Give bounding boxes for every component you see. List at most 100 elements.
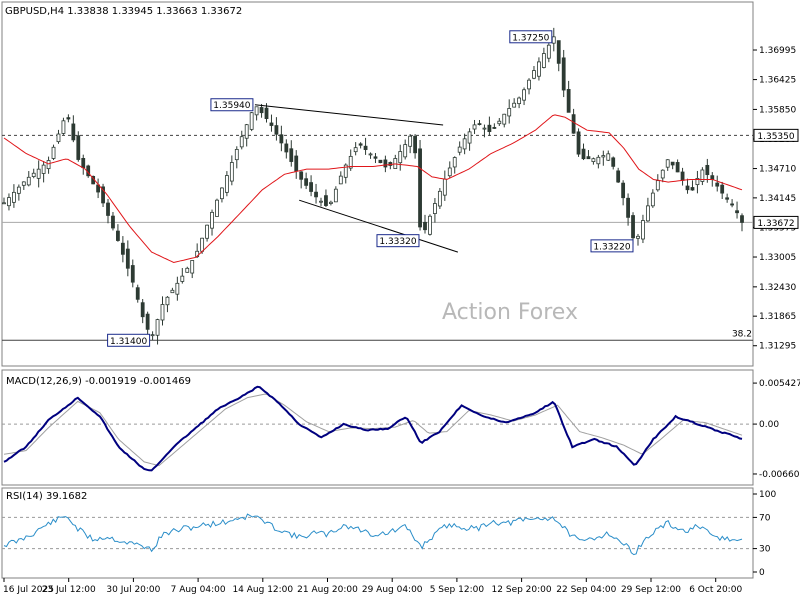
candle-body — [180, 275, 185, 282]
price-panel: 38.21.359401.372501.333201.332201.31400 … — [1, 1, 799, 367]
candle-body — [101, 186, 105, 204]
candle-body — [576, 131, 581, 155]
price-tick-label: 1.32430 — [759, 283, 796, 293]
candle-body — [398, 151, 403, 164]
candle-body — [304, 178, 309, 186]
candle-body — [492, 127, 497, 129]
candle-body — [140, 302, 145, 318]
macd-tick-label: 0.005427 — [759, 379, 800, 389]
candle-body — [680, 171, 685, 181]
candle-body — [120, 242, 125, 255]
price-annotation-box — [107, 333, 151, 347]
candle-body — [586, 156, 591, 160]
candle-body — [616, 170, 621, 183]
time-tick-label: 12 Sep 20:00 — [492, 585, 552, 595]
candle-body — [408, 135, 413, 147]
candle-body — [720, 184, 725, 194]
candle-body — [41, 164, 46, 174]
price-tick-label: 1.35850 — [759, 105, 796, 115]
fib-level-label: 38.2 — [732, 329, 752, 339]
candle-body — [626, 197, 630, 218]
moving-average-line — [3, 114, 743, 264]
candle-body — [348, 155, 353, 169]
candle-body — [418, 148, 422, 228]
trendline — [299, 199, 459, 253]
candle-body — [665, 159, 670, 168]
candle-body — [378, 159, 383, 164]
candle-body — [437, 190, 442, 207]
candle-body — [205, 224, 209, 239]
candle-body — [690, 187, 695, 191]
candle-body — [71, 123, 76, 141]
time-tick-label: 14 Aug 12:00 — [232, 585, 293, 595]
price-tick-label: 1.31295 — [759, 342, 796, 352]
price-tick-label: 1.34710 — [759, 165, 796, 175]
candle-body — [81, 157, 86, 169]
candle-body — [229, 162, 234, 182]
macd-tick-label: -0.006603 — [759, 470, 800, 480]
time-tick-label: 21 Aug 20:00 — [297, 585, 358, 595]
price-annotation-label: 1.37250 — [512, 33, 549, 43]
candle-body — [660, 169, 665, 179]
candle-body — [170, 289, 175, 294]
candle-body — [26, 176, 31, 186]
candle-body — [447, 167, 452, 177]
candle-body — [224, 175, 229, 193]
candle-body — [289, 148, 294, 162]
rsi-panel: RSI(14) 39.1682 100 70 30 0 — [1, 487, 776, 579]
candle-body — [383, 159, 388, 168]
candle-body — [324, 195, 328, 206]
candle-body — [735, 210, 739, 214]
price-axis: 1.369951.364251.358501.352801.347101.341… — [753, 46, 799, 352]
candle-body — [160, 304, 165, 321]
candle-body — [249, 112, 254, 130]
candle-body — [36, 168, 41, 179]
candle-body — [200, 237, 205, 252]
candle-body — [621, 182, 626, 199]
time-tick-label: 29 Aug 04:00 — [362, 585, 423, 595]
candle-body — [462, 138, 467, 150]
price-annotation-box — [509, 30, 553, 44]
candle-body — [254, 106, 259, 116]
candle-body — [185, 267, 190, 273]
candle-body — [705, 164, 710, 176]
candle-body — [130, 265, 135, 283]
candle-body — [368, 153, 373, 156]
macd-plot — [2, 385, 753, 472]
candle-body — [636, 235, 640, 239]
candle-body — [165, 296, 170, 306]
candle-body — [730, 203, 734, 206]
candle-body — [631, 215, 635, 239]
price-annotation-label: 1.33220 — [593, 242, 630, 252]
candle-body — [111, 215, 115, 229]
candle-body — [472, 124, 477, 130]
candle-body — [314, 191, 318, 198]
candle-body — [512, 102, 517, 108]
candle-body — [522, 89, 526, 101]
candle-body — [710, 175, 715, 180]
candle-body — [309, 182, 313, 192]
candle-body — [442, 178, 447, 196]
candle-body — [477, 123, 482, 126]
candle-body — [403, 144, 408, 158]
candle-body — [106, 202, 110, 216]
time-tick-label: 29 Sep 12:00 — [621, 585, 681, 595]
candle-body — [457, 146, 462, 153]
candle-body — [269, 122, 274, 126]
candle-body — [46, 160, 51, 170]
candle-body — [21, 181, 26, 186]
macd-main-line — [3, 385, 743, 472]
macd-panel: MACD(12,26,9) -0.001919 -0.001469 0.0054… — [1, 369, 800, 486]
candle-body — [116, 230, 120, 241]
price-annotation-label: 1.33320 — [379, 237, 416, 247]
time-tick-label: 16 Jul 2025 — [3, 585, 54, 595]
price-annotation-box — [376, 234, 420, 248]
candle-body — [537, 61, 541, 77]
candle-body — [210, 211, 214, 229]
candle-body — [556, 40, 561, 64]
candle-body — [31, 172, 36, 177]
current-price-tag: 1.33672 — [757, 219, 794, 229]
resistance-price-tag-box — [753, 128, 799, 142]
candle-body — [215, 199, 219, 217]
